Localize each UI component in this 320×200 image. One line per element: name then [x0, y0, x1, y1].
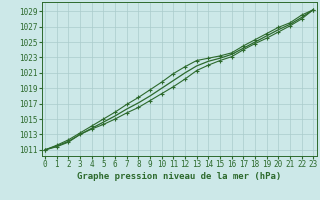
- X-axis label: Graphe pression niveau de la mer (hPa): Graphe pression niveau de la mer (hPa): [77, 172, 281, 181]
